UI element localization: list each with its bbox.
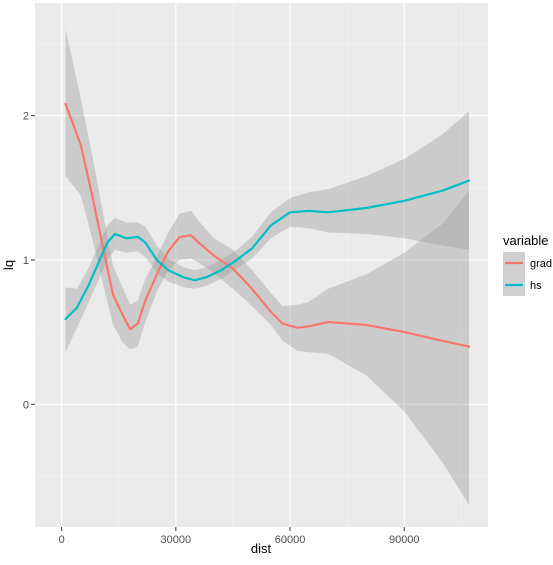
x-tick-label: 0: [59, 534, 65, 546]
x-tick-label: 90000: [389, 534, 420, 546]
y-tick-label: 0: [23, 399, 29, 411]
y-tick-label: 2: [23, 111, 29, 123]
legend-title: variable: [503, 233, 549, 248]
x-axis: 0 30000 60000 90000: [59, 527, 420, 546]
legend-label-hs: hs: [530, 280, 542, 292]
legend: variable grad hs: [503, 233, 552, 296]
panel-background: [35, 3, 488, 527]
y-axis: 0 1 2: [23, 111, 35, 411]
series-line-hs: [64, 179, 471, 321]
legend-items: grad hs: [503, 252, 552, 296]
x-tick-label: 60000: [275, 534, 306, 546]
x-axis-title: dist: [251, 541, 272, 556]
series-lines: [64, 102, 471, 348]
x-tick-label: 30000: [161, 534, 192, 546]
confidence-ribbons: [65, 29, 469, 506]
y-axis-title: lq: [1, 260, 16, 270]
series-line-grad: [64, 102, 471, 348]
confidence-band-grad: [65, 29, 469, 506]
grid-major: [35, 3, 488, 527]
y-tick-label: 1: [23, 255, 29, 267]
confidence-band-hs: [65, 111, 469, 353]
grid-minor: [35, 3, 488, 527]
legend-label-grad: grad: [530, 258, 552, 270]
